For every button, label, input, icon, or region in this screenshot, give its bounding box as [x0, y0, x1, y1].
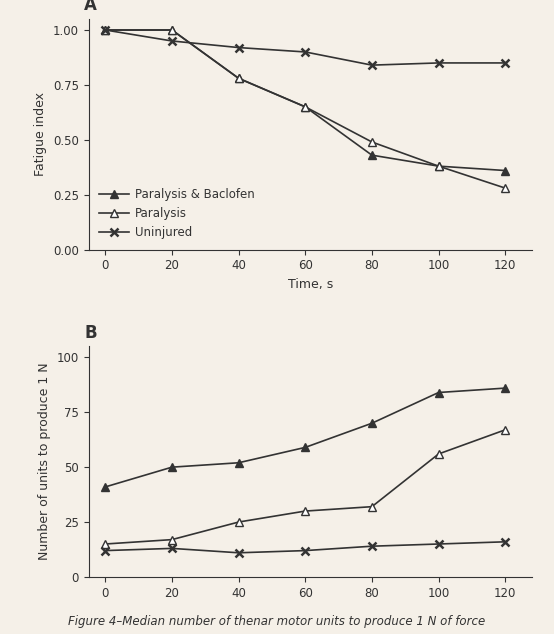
Y-axis label: Number of units to produce 1 N: Number of units to produce 1 N: [38, 363, 51, 560]
Text: B: B: [84, 324, 97, 342]
Text: A: A: [84, 0, 97, 15]
Text: Figure 4–Median number of thenar motor units to produce 1 N of force: Figure 4–Median number of thenar motor u…: [68, 614, 486, 628]
X-axis label: Time, s: Time, s: [288, 278, 333, 291]
Legend: Paralysis & Baclofen, Paralysis, Uninjured: Paralysis & Baclofen, Paralysis, Uninjur…: [95, 183, 259, 243]
Y-axis label: Fatigue index: Fatigue index: [34, 93, 47, 176]
